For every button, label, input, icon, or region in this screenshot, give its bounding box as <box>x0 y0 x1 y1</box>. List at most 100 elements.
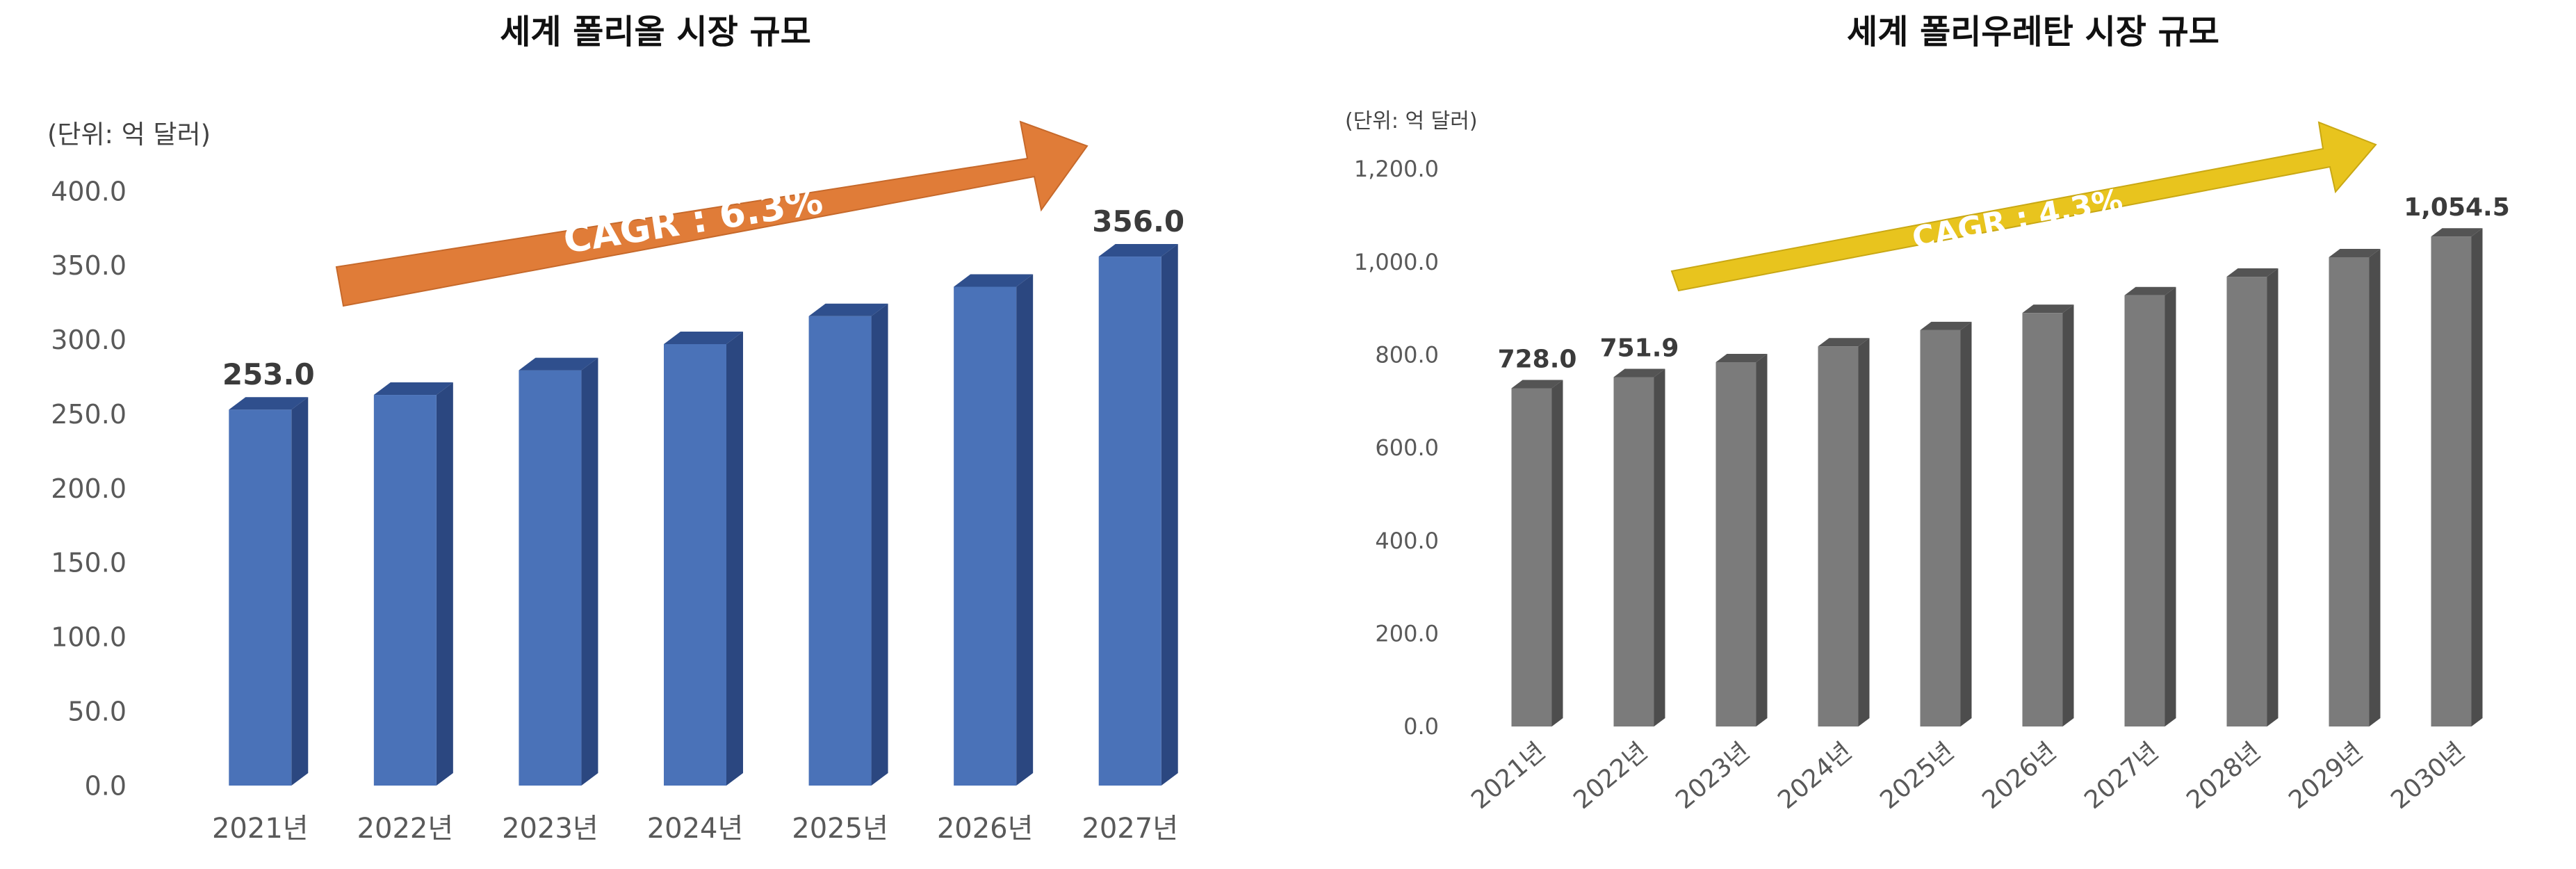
polyol-cagr-arrow-shape <box>335 120 1089 307</box>
polyurethane-chart-title: 세계 폴리우레탄 시장 규모 <box>1847 13 2219 51</box>
polyurethane-cagr-arrow: CAGR : 4.3% <box>1670 121 2377 292</box>
polyurethane-x-tick-label: 2025년 <box>1875 737 1959 815</box>
polyurethane-bar-side <box>1551 380 1563 726</box>
polyol-bars <box>229 244 1178 786</box>
polyurethane-bar-top <box>1511 380 1563 389</box>
polyol-y-tick-label: 400.0 <box>51 176 127 206</box>
polyurethane-bar-side <box>2062 304 2074 726</box>
polyurethane-bar-top <box>2022 304 2074 314</box>
polyurethane-bar-top <box>1818 338 1870 347</box>
polyol-y-tick-label: 250.0 <box>51 399 127 430</box>
polyurethane-y-axis: 0.0 200.0 400.0 600.0 800.0 1,000.0 1,200.0 <box>1354 156 1439 740</box>
polyurethane-bar-side <box>1960 321 1972 727</box>
polyol-bar-front <box>373 395 437 786</box>
polyurethane-bar-top <box>2226 268 2279 277</box>
polyol-x-tick-label: 2021년 <box>212 813 309 845</box>
polyurethane-bar-front <box>1715 362 1756 726</box>
polyurethane-bar <box>2431 228 2483 726</box>
polyurethane-bar-front <box>2022 313 2063 726</box>
polyurethane-bar-top <box>2124 286 2176 295</box>
polyurethane-bar <box>2022 304 2074 726</box>
polyol-bar-front <box>954 286 1017 786</box>
polyurethane-chart: 세계 폴리우레탄 시장 규모 (단위: 억 달러) CAGR : 4.3% 0.… <box>1345 13 2510 815</box>
polyurethane-y-tick-label: 800.0 <box>1375 342 1439 368</box>
polyol-bar-top <box>954 274 1034 287</box>
polyol-bar-front <box>808 316 872 786</box>
polyol-y-tick-label: 50.0 <box>67 696 127 726</box>
polyol-y-tick-label: 200.0 <box>51 473 127 504</box>
polyurethane-bar-top <box>1715 354 1768 363</box>
polyurethane-bar-top <box>1613 368 1665 377</box>
polyol-x-tick-label: 2023년 <box>502 813 598 845</box>
polyol-bar-side <box>726 331 743 786</box>
polyurethane-data-label: 1,054.5 <box>2404 193 2510 222</box>
polyol-bar-top <box>519 357 598 371</box>
polyol-bar-front <box>664 343 726 786</box>
polyurethane-bar-front <box>2226 277 2267 726</box>
polyol-bar-front <box>1098 257 1161 786</box>
polyurethane-x-tick-label: 2023년 <box>1670 737 1755 815</box>
polyurethane-bar-side <box>1858 338 1870 726</box>
polyurethane-bar <box>1818 338 1870 726</box>
polyol-data-label: 253.0 <box>222 357 315 391</box>
polyurethane-cagr-arrow-shape <box>1670 121 2377 292</box>
polyurethane-bar-front <box>1920 330 1961 727</box>
polyurethane-x-tick-label: 2029년 <box>2283 737 2368 815</box>
polyurethane-cagr-label: CAGR : 4.3% <box>1909 182 2126 257</box>
polyurethane-bar <box>2124 286 2176 727</box>
polyurethane-x-tick-label: 2026년 <box>1977 737 2062 815</box>
polyurethane-bar-front <box>2431 236 2472 726</box>
polyol-bar-side <box>291 397 309 786</box>
polyol-bar-top <box>229 397 309 410</box>
polyol-y-tick-label: 350.0 <box>51 250 127 281</box>
polyurethane-y-tick-label: 200.0 <box>1375 621 1439 647</box>
polyurethane-bar <box>1715 354 1768 726</box>
polyurethane-x-tick-label: 2024년 <box>1772 737 1857 815</box>
polyurethane-y-tick-label: 1,000.0 <box>1354 249 1439 275</box>
polyurethane-bar-top <box>2329 248 2381 257</box>
polyurethane-bar-front <box>2329 257 2370 726</box>
polyol-bar <box>519 357 598 786</box>
polyol-y-tick-label: 150.0 <box>51 548 127 578</box>
polyol-data-label: 356.0 <box>1092 204 1184 238</box>
polyol-bar-top <box>664 331 743 344</box>
polyol-x-tick-label: 2026년 <box>937 813 1034 845</box>
polyurethane-x-tick-label: 2022년 <box>1568 737 1653 815</box>
polyol-bar <box>1098 244 1178 786</box>
polyol-x-axis: 2021년 2022년 2023년 2024년 2025년 2026년 2027년 <box>212 813 1178 845</box>
polyurethane-data-labels: 728.0 751.9 1,054.5 <box>1498 193 2510 373</box>
polyurethane-bar-top <box>2431 228 2483 237</box>
polyol-bar-front <box>519 370 582 786</box>
polyol-bar <box>373 382 453 786</box>
polyol-bar-top <box>373 382 453 396</box>
polyurethane-y-tick-label: 400.0 <box>1375 528 1439 554</box>
polyurethane-bar-side <box>2369 248 2381 726</box>
polyurethane-x-tick-label: 2021년 <box>1466 737 1551 815</box>
polyol-bar-side <box>871 303 888 786</box>
polyurethane-x-tick-label: 2027년 <box>2079 737 2164 815</box>
polyurethane-bar <box>1511 380 1563 726</box>
polyol-bar <box>954 274 1034 786</box>
polyol-unit-label: (단위: 억 달러) <box>47 120 211 149</box>
polyurethane-y-tick-label: 1,200.0 <box>1354 156 1439 182</box>
polyol-bar-side <box>1016 274 1034 786</box>
polyol-bar <box>664 331 743 786</box>
polyurethane-unit-label: (단위: 억 달러) <box>1345 109 1478 133</box>
polyurethane-bar-side <box>1756 354 1768 726</box>
polyol-bar-top <box>808 303 888 316</box>
polyol-cagr-label: CAGR : 6.3% <box>560 178 826 261</box>
polyol-data-labels: 253.0 356.0 <box>222 204 1184 391</box>
polyol-bar <box>229 397 309 786</box>
polyol-bar-front <box>229 409 292 786</box>
polyol-x-tick-label: 2024년 <box>647 813 744 845</box>
polyurethane-bar-front <box>1511 388 1552 726</box>
polyol-x-tick-label: 2025년 <box>792 813 888 845</box>
polyurethane-bar-side <box>2165 286 2176 727</box>
polyurethane-bar <box>2329 248 2381 726</box>
polyurethane-bar-side <box>2267 268 2279 726</box>
polyurethane-bar-front <box>1613 377 1654 726</box>
polyol-chart: 세계 폴리올 시장 규모 (단위: 억 달러) CAGR : 6.3% 0.0 5… <box>47 13 1184 845</box>
polyurethane-y-tick-label: 0.0 <box>1403 713 1439 740</box>
polyol-x-tick-label: 2027년 <box>1082 813 1178 845</box>
